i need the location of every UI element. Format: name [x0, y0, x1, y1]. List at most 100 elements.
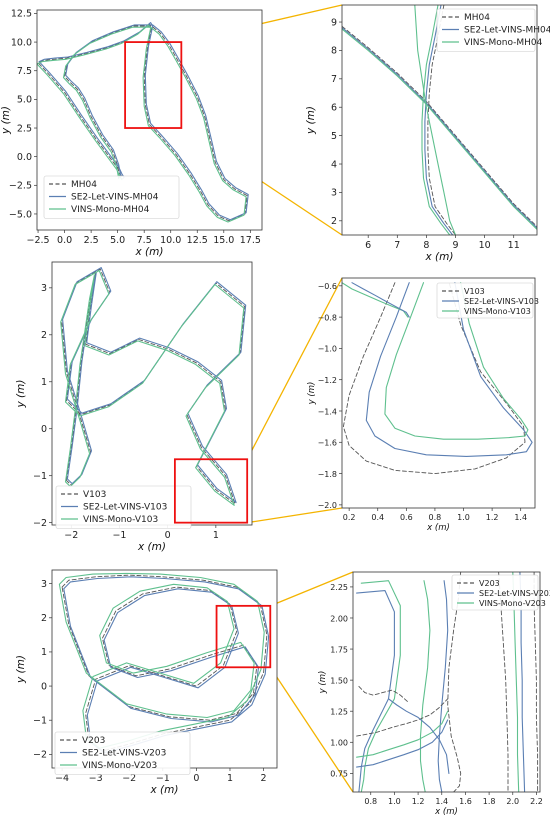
y-tick-label: 0: [41, 681, 47, 692]
x-tick-label: 0: [165, 530, 171, 541]
plot-frame: [341, 4, 538, 236]
x-tick-label: 10.0: [160, 235, 181, 246]
series-line-vins-mono-mh04: [342, 28, 537, 230]
legend-label: SE2-Let-VINS-V203: [479, 589, 550, 598]
y-tick-label: −2.0: [318, 501, 337, 510]
legend-box: [436, 282, 534, 319]
x-tick-label: −2: [122, 773, 136, 784]
x-tick-label: 0.6: [400, 513, 413, 522]
y-axis-label: y (m): [307, 382, 317, 406]
y-tick-label: 4: [331, 159, 337, 170]
series-line-se2-let-vins-v203: [387, 698, 450, 774]
legend-label: SE2-Let-VINS-V103: [83, 503, 167, 513]
legend-label: SE2-Let-VINS-MH04: [71, 193, 159, 203]
y-tick-label: −0.8: [318, 313, 337, 322]
x-tick-label: 1.2: [412, 797, 425, 806]
x-tick-label: 0.2: [343, 513, 356, 522]
y-axis-label: y (m): [305, 106, 317, 135]
y-tick-label: −1.6: [318, 439, 337, 448]
x-axis-label: x (m): [135, 246, 164, 258]
x-tick-label: 0.0: [57, 235, 72, 246]
y-tick-label: 2: [41, 613, 47, 624]
legend-label: V203: [479, 579, 500, 588]
y-tick-label: 3: [41, 579, 47, 590]
series-line-mh04: [427, 5, 456, 235]
series-line-se2-let-vins-v203: [63, 576, 270, 754]
x-tick-label: 0.8: [364, 797, 377, 806]
series-line-se2-let-vins-mh04: [342, 27, 537, 229]
x-tick-label: 2.2: [530, 797, 543, 806]
zoom-region-box: [173, 458, 249, 524]
y-tick-label: 7: [331, 74, 337, 85]
series-line-vins-mono-v203: [360, 580, 401, 792]
y-tick-label: 2.00: [330, 614, 348, 623]
x-tick-label: 1.0: [388, 797, 401, 806]
zoom-connector-top: [270, 571, 354, 607]
series-line-v203: [447, 572, 462, 792]
series-line-se2-let-vins-v203: [356, 719, 449, 768]
x-axis-label: x (m): [137, 541, 166, 553]
y-axis-label: y (m): [15, 655, 27, 684]
legend: MH04 SE2-Let-VINS-MH04 VINS-Mono-MH04: [436, 8, 550, 52]
y-tick-label: 1.50: [330, 676, 348, 685]
y-tick-label: 1.00: [330, 739, 348, 748]
x-tick-label: −2.5: [27, 235, 50, 246]
series-line-v203: [358, 685, 410, 703]
y-tick-label: 0.75: [330, 770, 348, 779]
chart-v103-zoom: 0.2 0.4 0.6 0.8 1.0 1.2 1.4 −2.0 −1.8 −1.6 −1.4 −1.…: [307, 277, 539, 533]
y-tick-label: 1: [41, 377, 47, 388]
y-tick-label: −1.2: [318, 376, 337, 385]
x-tick-label: 11: [508, 240, 520, 251]
series-line-vins-mono-v203: [419, 580, 431, 792]
y-tick-label: 3: [41, 283, 47, 294]
x-tick-label: 1.4: [435, 797, 448, 806]
x-tick-label: −4: [55, 773, 69, 784]
plot-frame: [352, 571, 541, 793]
x-tick-label: 0: [193, 773, 199, 784]
y-tick-label: 12.5: [11, 9, 32, 20]
x-tick-label: 0.4: [371, 513, 384, 522]
x-tick-label: −2: [64, 530, 78, 541]
x-tick-label: 1.4: [514, 513, 527, 522]
x-tick-label: 7: [394, 240, 400, 251]
x-tick-label: 1.8: [483, 797, 496, 806]
series-line-se2-let-vins-v103: [365, 282, 533, 457]
x-tick-label: 1.2: [486, 513, 499, 522]
y-tick-label: 2.25: [330, 583, 348, 592]
legend-label: SE2-Let-VINS-MH04: [464, 26, 550, 36]
zoom-connector-bottom: [247, 507, 343, 524]
series-line-vins-mono-v103: [384, 282, 529, 440]
series-line-vins-mono-v203: [356, 710, 449, 758]
series-group: [342, 5, 537, 235]
y-tick-label: −2: [33, 518, 47, 529]
x-tick-label: 2: [261, 773, 267, 784]
legend-box: [55, 485, 192, 529]
x-tick-label: 12.5: [187, 235, 208, 246]
legend-label: VINS-Mono-V103: [464, 307, 531, 316]
x-tick-label: 6: [365, 240, 371, 251]
y-tick-label: 1.75: [330, 645, 348, 654]
x-axis-label: x (m): [426, 523, 450, 533]
y-tick-label: −0.6: [318, 282, 337, 291]
legend-box: [436, 8, 536, 52]
x-axis-label: x (m): [434, 807, 458, 815]
y-tick-label: −2.5: [9, 181, 32, 192]
series-group: [37, 22, 249, 223]
x-tick-label: 2.0: [506, 797, 519, 806]
y-axis-label: y (m): [0, 106, 12, 135]
series-line-vins-mono-mh04: [421, 5, 451, 235]
x-tick-label: 10: [479, 240, 491, 251]
y-tick-label: 1: [41, 647, 47, 658]
legend-box: [43, 175, 180, 219]
series-line-v203: [61, 574, 268, 752]
series-line-vins-mono-v103: [60, 269, 245, 506]
x-tick-label: 7.5: [137, 235, 152, 246]
chart-mh04-main: −2.5 0.0 2.5 5.0 7.5 10.0 12.5 15.0 17.5 −5.0 −2.5…: [0, 9, 263, 258]
y-tick-label: 9: [331, 17, 337, 28]
zoom-region-box: [215, 604, 272, 669]
x-tick-label: 8: [423, 240, 429, 251]
x-tick-label: 9: [452, 240, 458, 251]
y-axis-label: y (m): [318, 671, 328, 695]
legend-label: MH04: [464, 13, 490, 23]
